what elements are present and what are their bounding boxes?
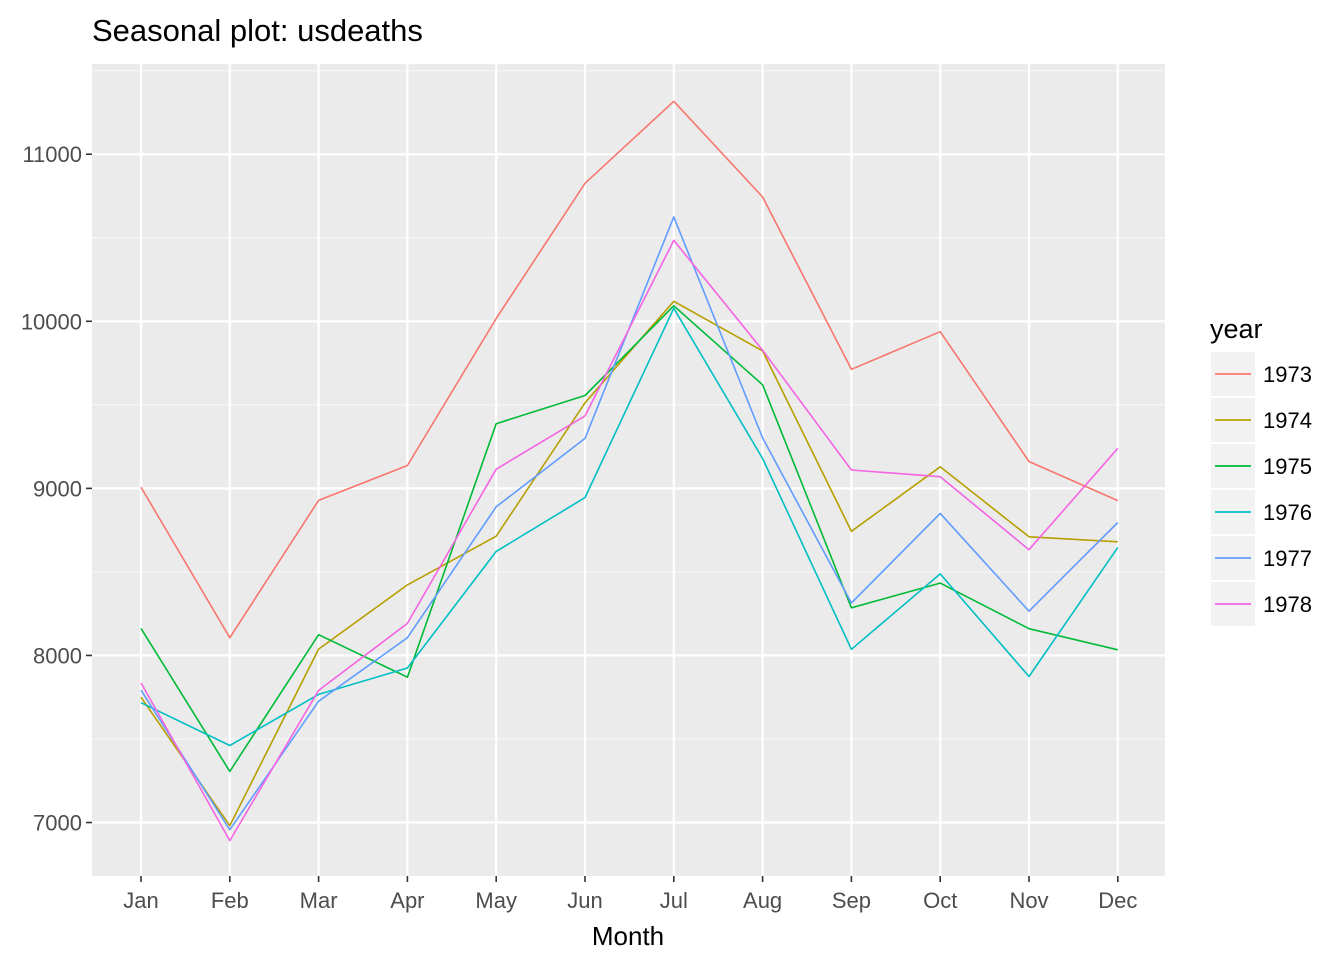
legend-label: 1974 — [1263, 408, 1312, 433]
major-gridlines — [92, 64, 1165, 876]
series-line-1973 — [140, 100, 1119, 639]
series-line-1974 — [140, 300, 1118, 827]
y-tick-label: 9000 — [33, 476, 82, 501]
legend-label: 1977 — [1263, 546, 1312, 571]
x-tick-label: Sep — [832, 888, 871, 913]
chart-title: Seasonal plot: usdeaths — [92, 13, 423, 48]
series-lines — [140, 100, 1119, 842]
legend-label: 1976 — [1263, 500, 1312, 525]
x-tick-label: Mar — [300, 888, 338, 913]
x-tick-label: Nov — [1009, 888, 1048, 913]
x-tick-label: May — [475, 888, 517, 913]
x-tick-label: Aug — [743, 888, 782, 913]
y-tick-label: 8000 — [33, 643, 82, 668]
x-tick-label: Jan — [123, 888, 158, 913]
y-tick-label: 11000 — [22, 142, 82, 167]
y-tick-label: 7000 — [33, 811, 82, 836]
legend-title: year — [1210, 314, 1263, 344]
legend-label: 1978 — [1263, 592, 1312, 617]
x-tick-label: Apr — [390, 888, 424, 913]
y-axis: 7000 8000 9000 10000 11000 — [21, 142, 92, 836]
legend-label: 1973 — [1263, 362, 1312, 387]
x-axis-title: Month — [592, 921, 664, 951]
x-tick-label: Feb — [211, 888, 249, 913]
legend: year 1973 1974 1975 1976 1977 1978 — [1210, 314, 1312, 626]
series-line-1978 — [140, 239, 1119, 842]
x-tick-label: Jul — [660, 888, 688, 913]
x-tick-label: Jun — [567, 888, 602, 913]
x-tick-label: Dec — [1098, 888, 1137, 913]
x-tick-label: Oct — [923, 888, 957, 913]
series-line-1976 — [140, 307, 1119, 747]
plot-panel — [92, 64, 1165, 876]
y-tick-label: 10000 — [21, 309, 82, 334]
legend-label: 1975 — [1263, 454, 1312, 479]
x-axis: Jan Feb Mar Apr May Jun Jul Aug Sep Oct Nov Dec — [123, 876, 1137, 913]
